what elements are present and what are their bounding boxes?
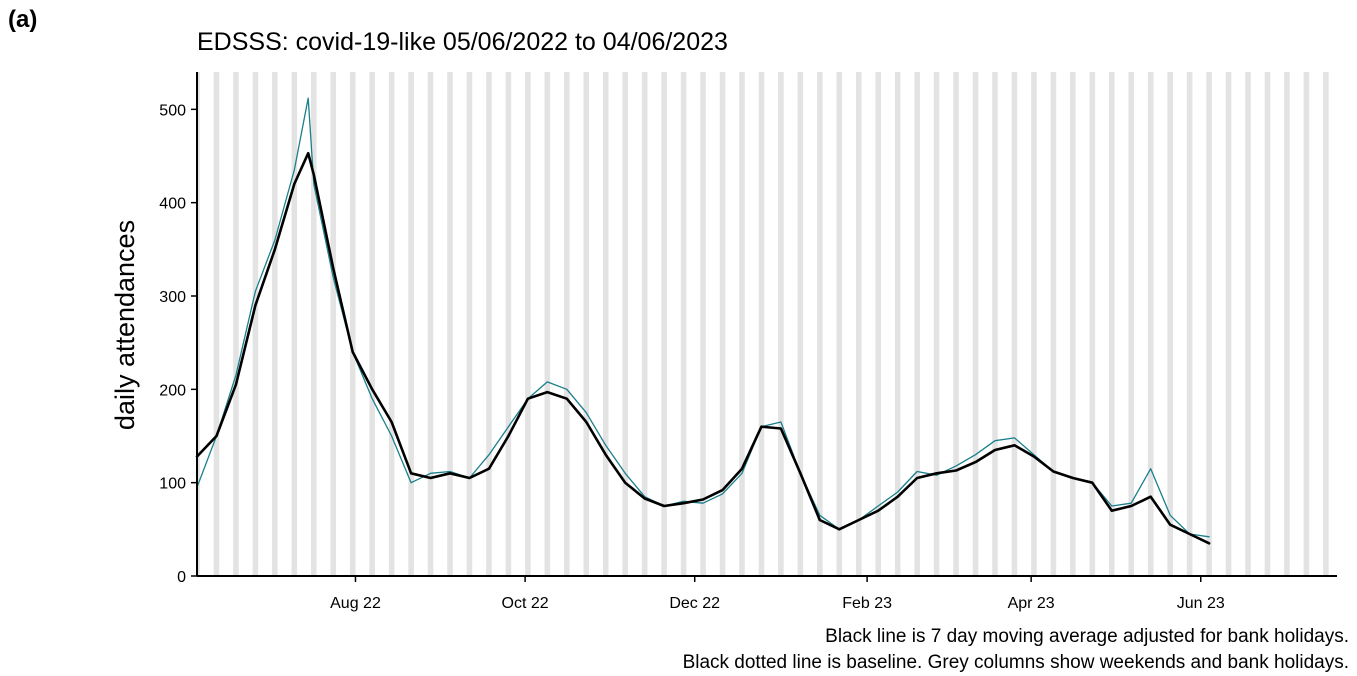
weekend-column xyxy=(369,72,375,576)
weekend-column xyxy=(272,72,278,576)
weekend-column xyxy=(972,72,979,576)
weekend-column xyxy=(213,72,220,576)
weekend-column xyxy=(486,72,492,576)
weekend-column xyxy=(408,72,414,576)
weekend-column xyxy=(1089,72,1096,576)
weekend-column xyxy=(933,72,940,576)
weekend-column xyxy=(427,72,434,576)
caption-line-2: Black dotted line is baseline. Grey colu… xyxy=(682,652,1349,673)
weekend-column xyxy=(778,72,784,576)
weekend-columns xyxy=(197,72,1329,576)
weekend-column xyxy=(1245,72,1251,576)
weekend-column xyxy=(894,72,901,576)
weekend-column xyxy=(505,72,512,576)
weekend-column xyxy=(1147,72,1154,576)
weekend-column xyxy=(447,72,453,576)
weekend-column xyxy=(233,72,239,576)
weekend-column xyxy=(992,72,998,576)
y-tick-label: 400 xyxy=(159,196,186,213)
chart-title: EDSSS: covid-19-like 05/06/2022 to 04/06… xyxy=(197,28,728,56)
weekend-column xyxy=(661,72,667,576)
weekend-column xyxy=(1186,72,1193,576)
weekend-column xyxy=(349,72,356,576)
weekend-column xyxy=(1070,72,1076,576)
x-tick-label: Aug 22 xyxy=(330,595,381,612)
y-tick-label: 200 xyxy=(159,382,186,399)
caption: Black line is 7 day moving average adjus… xyxy=(683,624,1349,676)
panel-label: (a) xyxy=(8,6,38,33)
y-tick-label: 0 xyxy=(177,569,186,586)
weekend-column xyxy=(758,72,765,576)
x-tick-label: Dec 22 xyxy=(669,595,720,612)
weekend-column xyxy=(836,72,843,576)
weekend-column xyxy=(914,72,920,576)
weekend-column xyxy=(641,72,648,576)
weekend-column xyxy=(388,72,395,576)
weekend-column xyxy=(1050,72,1057,576)
weekend-column xyxy=(1284,72,1290,576)
weekend-column xyxy=(680,72,687,576)
weekend-column xyxy=(953,72,959,576)
weekend-column xyxy=(739,72,745,576)
series-layer xyxy=(195,97,1211,545)
weekend-column xyxy=(875,72,881,576)
weekend-column xyxy=(330,72,337,576)
weekend-column xyxy=(311,72,317,576)
weekend-column xyxy=(197,72,200,576)
y-tick-label: 100 xyxy=(159,476,186,493)
weekend-column xyxy=(544,72,551,576)
weekend-column xyxy=(1128,72,1135,576)
weekend-column xyxy=(252,72,259,576)
axes-layer: 0 100 200 300 400 500 Aug 22 Oct 22 Dec 22 Feb 23… xyxy=(159,72,1337,612)
weekend-column xyxy=(1167,72,1173,576)
weekend-column xyxy=(1303,72,1310,576)
x-tick-label: Feb 23 xyxy=(842,595,892,612)
y-tick-label: 500 xyxy=(159,102,186,119)
weekend-column xyxy=(525,72,531,576)
x-tick-label: Oct 22 xyxy=(502,595,549,612)
x-tick-label: Jun 23 xyxy=(1177,595,1225,612)
weekend-column xyxy=(1031,72,1037,576)
weekend-column xyxy=(700,72,706,576)
weekend-column xyxy=(797,72,804,576)
weekend-column xyxy=(719,72,726,576)
x-tick-label: Apr 23 xyxy=(1008,595,1055,612)
y-tick-label: 300 xyxy=(159,289,186,306)
weekend-column xyxy=(622,72,628,576)
weekend-column xyxy=(1323,72,1329,576)
weekend-column xyxy=(564,72,570,576)
weekend-column xyxy=(1264,72,1271,576)
weekend-column xyxy=(855,72,862,576)
weekend-column xyxy=(602,72,609,576)
weekend-column xyxy=(1206,72,1212,576)
y-axis-label: daily attendances xyxy=(110,220,140,430)
weekend-column xyxy=(817,72,823,576)
caption-line-1: Black line is 7 day moving average adjus… xyxy=(825,626,1349,647)
weekend-column xyxy=(1225,72,1232,576)
weekend-column xyxy=(466,72,473,576)
weekend-column xyxy=(1109,72,1115,576)
weekend-column xyxy=(583,72,590,576)
series-line-average xyxy=(195,151,1211,545)
weekend-column xyxy=(291,72,298,576)
weekend-column xyxy=(1011,72,1018,576)
